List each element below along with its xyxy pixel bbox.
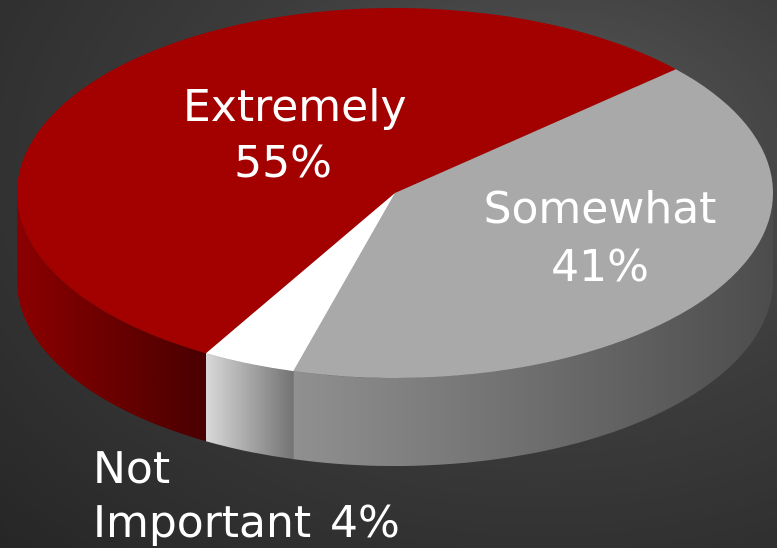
slice [16, 7, 676, 354]
value-label: 4% [330, 497, 400, 548]
value-label: 41% [551, 241, 649, 292]
slice [293, 69, 774, 379]
slice-label: Extremely [183, 81, 407, 132]
value-label: 55% [234, 137, 332, 188]
slice-side [17, 193, 206, 442]
slice-side [293, 193, 773, 466]
slice [206, 193, 395, 372]
slice-label: Somewhat [483, 183, 717, 234]
slice-side [206, 353, 294, 460]
slice-label: Not Important [93, 443, 312, 548]
